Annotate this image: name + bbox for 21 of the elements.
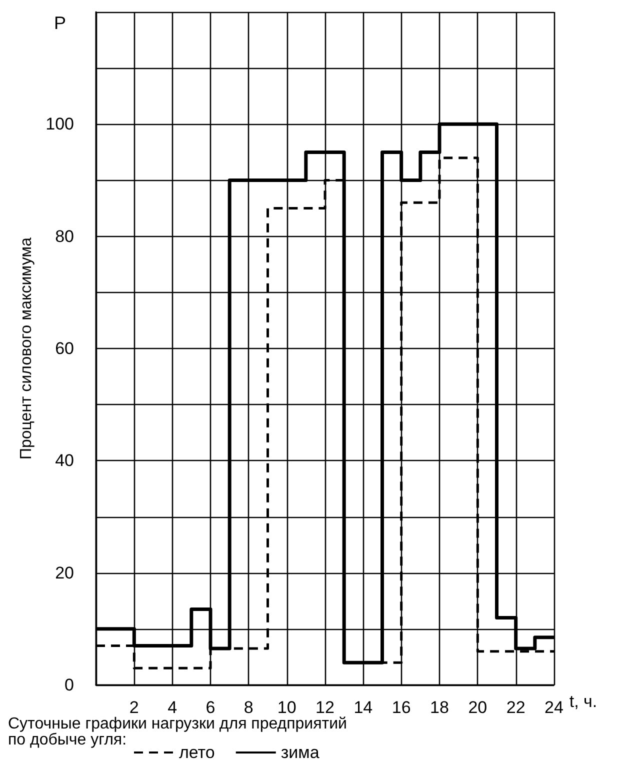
x-tick-label: 16 (392, 698, 411, 717)
x-tick-label: 18 (430, 698, 449, 717)
x-tick-label: 14 (354, 698, 373, 717)
x-tick-label: 6 (206, 698, 216, 717)
y-tick-label: 60 (55, 339, 74, 358)
x-tick-label: 22 (506, 698, 526, 717)
y-tick-label: 40 (55, 451, 74, 470)
y-tick-label: 100 (46, 114, 74, 134)
y-axis-title: Процент силового максимума (18, 237, 36, 460)
x-tick-label: 12 (316, 698, 334, 717)
y-tick-label: 20 (55, 563, 74, 582)
x-tick-label: 24 (544, 698, 564, 717)
x-tick-label: 4 (168, 698, 178, 717)
x-tick-label: 2 (129, 698, 139, 717)
x-tick-label: 20 (468, 698, 488, 717)
y-tick-label: 80 (55, 226, 74, 246)
x-axis-title: t, ч. (569, 692, 598, 711)
x-tick-label: 8 (244, 698, 254, 717)
y-tick-label: 0 (64, 676, 74, 694)
text: P (54, 13, 66, 33)
x-tick-label: 10 (277, 698, 296, 717)
